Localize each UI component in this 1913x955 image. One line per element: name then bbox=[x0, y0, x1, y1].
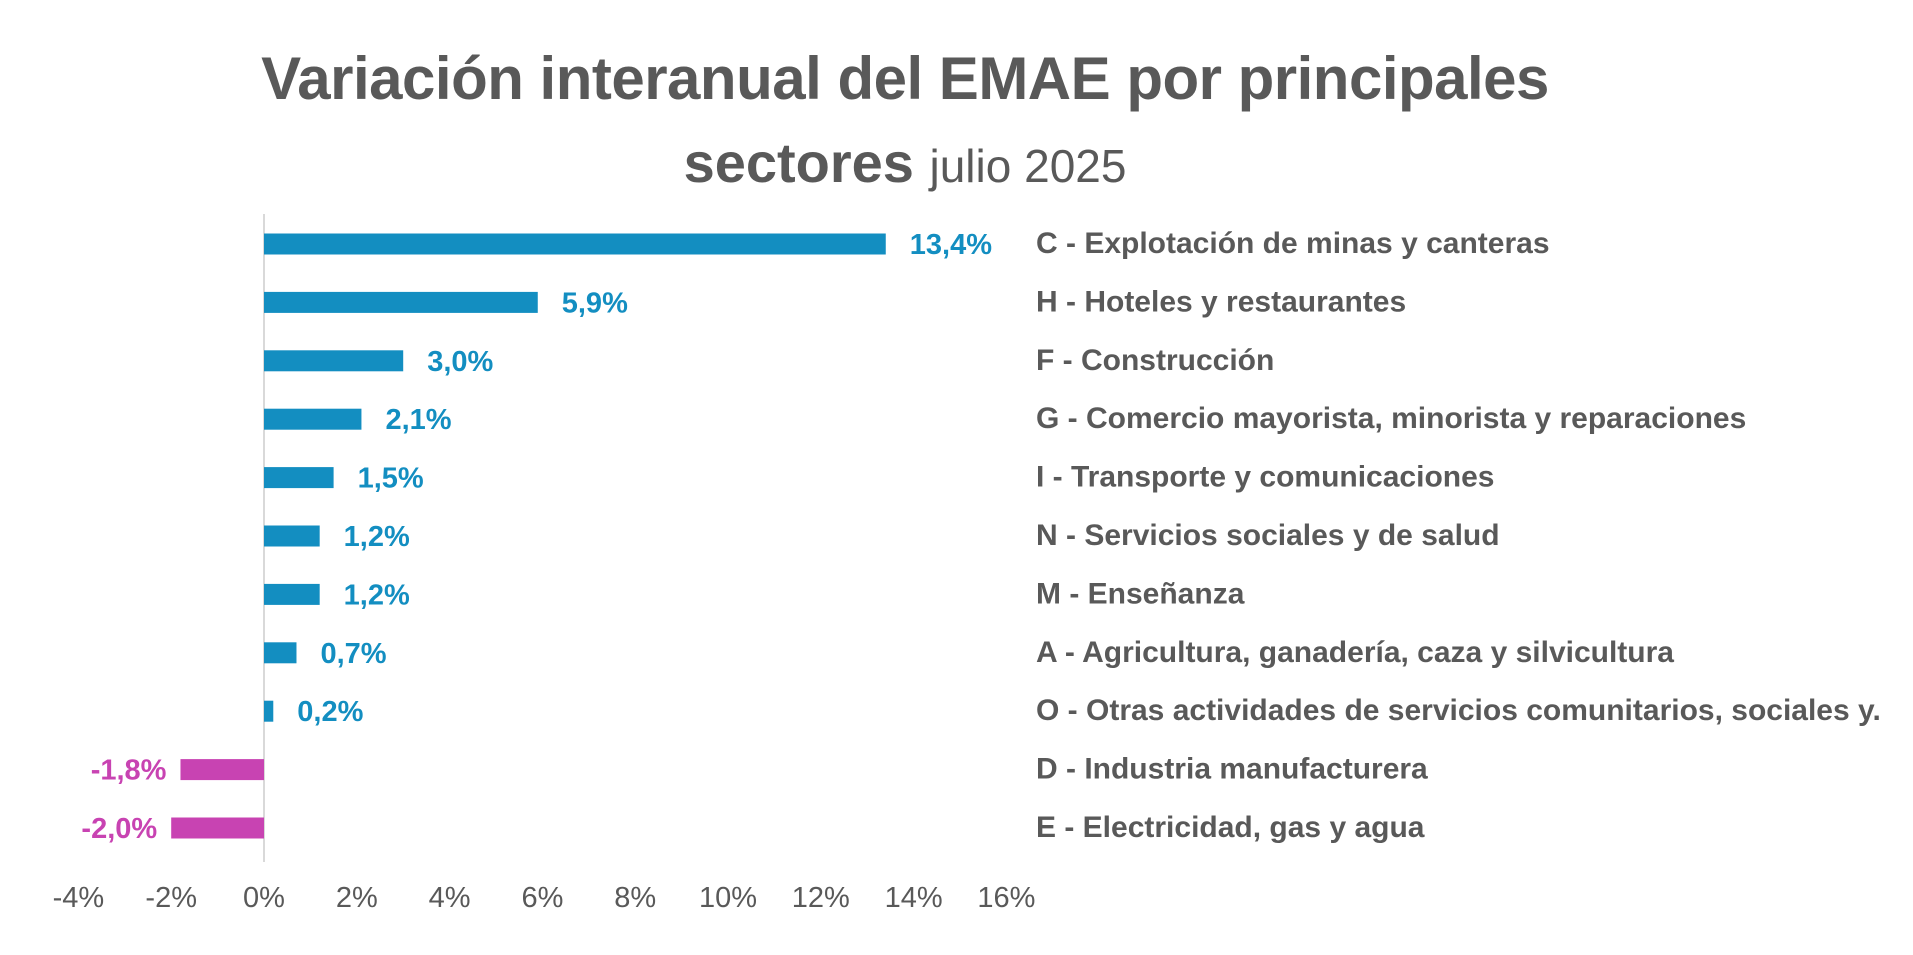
category-label: I - Transporte y comunicaciones bbox=[1036, 461, 1494, 494]
x-tick-label: 2% bbox=[336, 882, 378, 914]
x-tick-label: 14% bbox=[885, 882, 943, 914]
x-tick-label: 8% bbox=[614, 882, 656, 914]
data-label: 1,2% bbox=[344, 521, 410, 553]
bar bbox=[180, 759, 264, 781]
data-label: 13,4% bbox=[910, 229, 992, 261]
category-label: E - Electricidad, gas y agua bbox=[1036, 811, 1425, 844]
data-label: 5,9% bbox=[562, 287, 628, 319]
category-label: N - Servicios sociales y de salud bbox=[1036, 519, 1500, 552]
x-tick-label: 12% bbox=[792, 882, 850, 914]
x-tick-label: 4% bbox=[429, 882, 471, 914]
category-label: M - Enseñanza bbox=[1036, 577, 1245, 610]
bar bbox=[171, 817, 264, 839]
x-tick-label: 10% bbox=[699, 882, 757, 914]
data-label: 1,2% bbox=[344, 579, 410, 611]
chart-subtitle-bold: sectores bbox=[683, 131, 914, 194]
bar bbox=[264, 467, 334, 489]
data-label: 3,0% bbox=[427, 346, 493, 378]
category-label: F - Construcción bbox=[1036, 344, 1274, 377]
category-label: G - Comercio mayorista, minorista y repa… bbox=[1036, 402, 1746, 435]
bar bbox=[264, 700, 274, 722]
category-label: O - Otras actividades de servicios comun… bbox=[1036, 694, 1881, 727]
x-tick-label: -2% bbox=[145, 882, 197, 914]
bar bbox=[264, 233, 886, 255]
x-tick-label: 16% bbox=[977, 882, 1035, 914]
x-tick-label: -4% bbox=[53, 882, 105, 914]
category-label: D - Industria manufacturera bbox=[1036, 753, 1428, 786]
category-label: C - Explotación de minas y canteras bbox=[1036, 227, 1550, 260]
bar bbox=[264, 408, 362, 430]
data-label: 0,2% bbox=[297, 696, 363, 728]
chart-subtitle-period: julio 2025 bbox=[929, 140, 1127, 192]
category-label: H - Hoteles y restaurantes bbox=[1036, 285, 1406, 318]
data-label: -2,0% bbox=[81, 813, 157, 845]
x-tick-label: 0% bbox=[243, 882, 285, 914]
data-label: 1,5% bbox=[358, 463, 424, 495]
data-label: -1,8% bbox=[91, 755, 167, 787]
bar bbox=[264, 642, 297, 664]
data-label: 0,7% bbox=[320, 638, 386, 670]
bar bbox=[264, 291, 538, 313]
chart-title: Variación interanual del EMAE por princi… bbox=[261, 45, 1549, 112]
category-label: A - Agricultura, ganadería, caza y silvi… bbox=[1036, 636, 1674, 669]
data-label: 2,1% bbox=[385, 404, 451, 436]
bar bbox=[264, 525, 320, 547]
x-tick-label: 6% bbox=[521, 882, 563, 914]
bar bbox=[264, 583, 320, 605]
chart-subtitle: sectores julio 2025 bbox=[0, 130, 1810, 195]
bar bbox=[264, 350, 404, 372]
